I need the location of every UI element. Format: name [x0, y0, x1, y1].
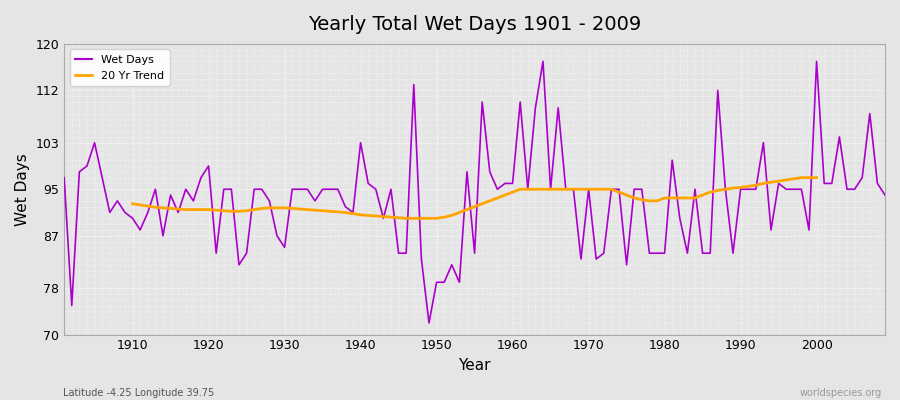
Title: Yearly Total Wet Days 1901 - 2009: Yearly Total Wet Days 1901 - 2009: [308, 15, 641, 34]
Y-axis label: Wet Days: Wet Days: [15, 153, 30, 226]
X-axis label: Year: Year: [458, 358, 491, 373]
Text: worldspecies.org: worldspecies.org: [800, 388, 882, 398]
Legend: Wet Days, 20 Yr Trend: Wet Days, 20 Yr Trend: [69, 50, 169, 86]
Text: Latitude -4.25 Longitude 39.75: Latitude -4.25 Longitude 39.75: [63, 388, 214, 398]
